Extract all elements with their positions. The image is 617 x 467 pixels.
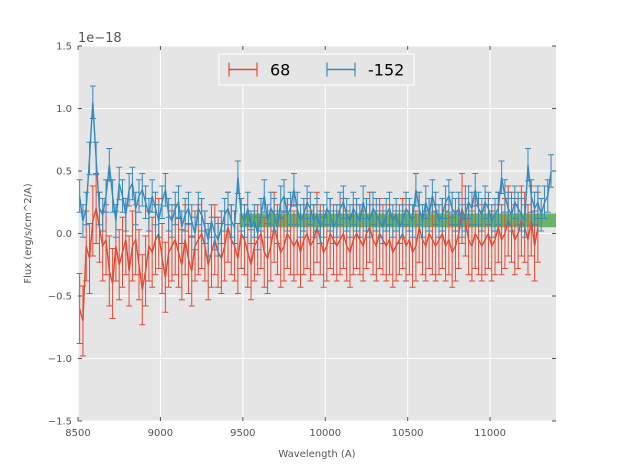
legend: 68 -152 (218, 53, 415, 86)
series-line (78, 208, 539, 322)
y-scale-offset-text: 1e−18 (78, 31, 122, 46)
y-tick-label: 1.0 (56, 104, 72, 115)
series-blue (76, 85, 555, 257)
y-tick-label: 0.0 (56, 229, 72, 240)
axes: 8500 9000 9500 10000 10500 11000 −1.5 −1.0 −0.5 0… (48, 42, 556, 439)
x-tick-label: 10500 (392, 428, 424, 439)
x-tick-label: 9500 (230, 428, 255, 439)
y-tick-label: 0.5 (56, 167, 72, 178)
legend-item-red: 68 (228, 61, 290, 80)
y-tick-label: −1.0 (48, 354, 72, 365)
y-tick-label: 1.5 (56, 42, 72, 53)
legend-label: 68 (270, 61, 290, 80)
legend-item-blue: -152 (326, 61, 404, 80)
series-layer (76, 85, 555, 357)
legend-label: -152 (368, 61, 404, 80)
x-axis-label: Wavelength (A) (278, 449, 355, 460)
y-tick-label: −0.5 (48, 292, 72, 303)
y-tick-label: −1.5 (48, 417, 72, 428)
y-axis-label: Flux (erg/s/cm^2/A) (23, 183, 34, 283)
x-tick-label: 11000 (474, 428, 506, 439)
series-line (78, 102, 552, 242)
x-tick-label: 9000 (148, 428, 173, 439)
x-tick-label: 8500 (65, 428, 90, 439)
x-tick-label: 10000 (309, 428, 341, 439)
